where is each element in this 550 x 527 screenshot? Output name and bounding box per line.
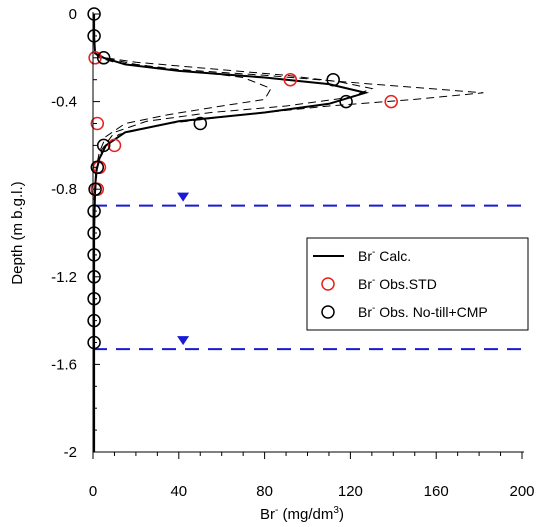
legend-entry-notill-rest: Obs. No-till+CMP — [375, 304, 487, 320]
series-5-point-10 — [87, 226, 101, 240]
series-5-point-12 — [87, 270, 101, 284]
series-5-point-5 — [193, 116, 208, 131]
legend-entry-notill: Br- Obs. No-till+CMP — [358, 303, 488, 320]
y-tick-label: 0 — [69, 6, 77, 23]
x-axis-title-mid: (mg/dm — [278, 506, 333, 523]
series-5-point-3 — [326, 72, 340, 87]
series-4-point-0 — [88, 51, 102, 65]
series-4-point-3 — [90, 116, 105, 131]
y-tick-label: -2 — [64, 444, 77, 461]
legend-entry-calc-base: Br — [358, 248, 372, 264]
series-5-point-7 — [90, 160, 105, 175]
legend-entry-calc-rest: Calc. — [375, 248, 411, 264]
y-axis-title: Depth (m b.g.l.) — [9, 181, 26, 284]
y-tick-label: -0.4 — [51, 94, 77, 111]
x-axis-title-end: ) — [339, 506, 344, 523]
series-5-point-6 — [96, 138, 111, 153]
legend-black-circle-marker — [321, 305, 335, 319]
x-tick-label: 120 — [338, 483, 363, 500]
series-line-0 — [93, 14, 370, 452]
x-axis-title-sup2: 3 — [333, 505, 339, 516]
x-tick-label: 200 — [509, 483, 534, 500]
series-5-point-0 — [87, 7, 101, 21]
series-4-point-4 — [107, 138, 122, 153]
series-5-point-11 — [87, 248, 101, 262]
legend-red-circle-marker — [321, 277, 335, 291]
x-axis-title-sup1: - — [275, 505, 278, 516]
y-tick-label: -0.8 — [51, 181, 77, 198]
series-5-point-15 — [87, 335, 101, 350]
series-5-point-14 — [87, 313, 101, 328]
legend-box — [306, 237, 529, 331]
legend-entry-std: Br- Obs.STD — [358, 275, 437, 292]
legend-entry-notill-sup: - — [372, 303, 375, 314]
series-4-point-2 — [384, 94, 398, 109]
series-5-point-8 — [88, 182, 102, 196]
x-axis-title-base: Br — [260, 506, 275, 523]
x-tick-label: 160 — [424, 483, 449, 500]
legend-entry-notill-base: Br — [358, 304, 372, 320]
series-5-point-1 — [87, 29, 101, 43]
legend-entry-calc-sup: - — [372, 247, 375, 258]
legend-entry-std-base: Br — [358, 276, 372, 292]
legend-entry-calc: Br- Calc. — [358, 247, 411, 264]
series-line-3 — [93, 13, 272, 201]
series-line-1 — [93, 14, 484, 234]
series-5-point-4 — [339, 94, 353, 109]
y-tick-label: -1.6 — [51, 356, 77, 373]
x-tick-label: 40 — [170, 483, 187, 500]
water-table-layer — [93, 192, 526, 351]
series-4-point-1 — [283, 72, 298, 87]
series-5-point-9 — [87, 204, 101, 218]
legend-entry-std-rest: Obs.STD — [375, 276, 436, 292]
x-tick-label: 80 — [256, 483, 273, 500]
series-line-2 — [93, 13, 374, 212]
water-table-marker-1 — [177, 336, 190, 346]
legend: Br- Calc. Br- Obs.STD Br- Obs. No-till+C… — [306, 237, 529, 331]
series-5-point-13 — [87, 291, 101, 306]
x-tick-label: 0 — [89, 483, 97, 500]
axes-layer: 0 -0.4 -0.8 -1.2 -1.6 -2 0 40 80 120 160 200 — [51, 6, 534, 500]
series-points-layer — [87, 7, 398, 350]
legend-entry-std-sup: - — [372, 275, 375, 286]
series-5-point-2 — [96, 51, 111, 65]
water-table-marker-0 — [177, 192, 190, 202]
series-lines-layer — [93, 13, 484, 452]
y-tick-label: -1.2 — [51, 269, 77, 286]
x-axis-title: Br- (mg/dm3) — [260, 505, 344, 523]
